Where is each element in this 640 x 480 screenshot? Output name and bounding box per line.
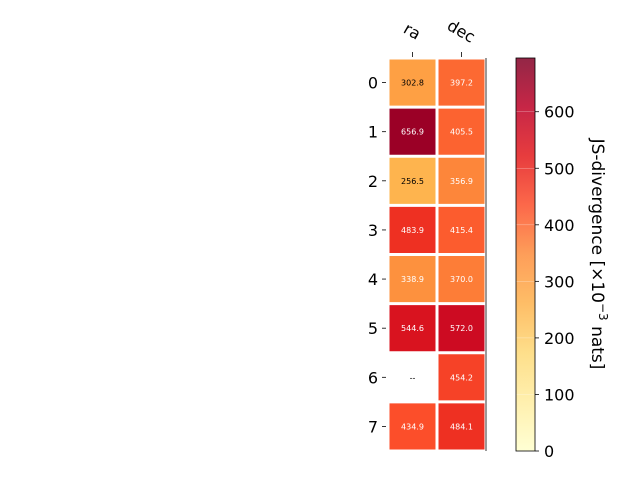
row-label: 4 xyxy=(368,270,378,289)
colorbar-tick-label: 400 xyxy=(544,216,575,235)
heatmap-cell xyxy=(438,305,485,352)
heatmap-cell xyxy=(438,206,485,253)
colorbar-tick-label: 300 xyxy=(544,272,575,291)
cell-value-label: 405.5 xyxy=(450,128,473,137)
row-label: 7 xyxy=(368,417,378,436)
row-label: 3 xyxy=(368,221,378,240)
colorbar-tick-label: 0 xyxy=(544,442,554,461)
cell-value-label: 397.2 xyxy=(450,79,473,88)
cell-value-label: 572.0 xyxy=(450,324,473,333)
heatmap-grid: 302.8 397.2 656.9 405.5 256.5 356.9 483.9 415.4… xyxy=(389,59,485,450)
cell-value-label: 302.8 xyxy=(401,79,424,88)
cell-value-label: 544.6 xyxy=(401,324,424,333)
heatmap-cell xyxy=(438,403,485,450)
heatmap-cell xyxy=(389,256,436,303)
cell-value-label: 356.9 xyxy=(450,177,473,186)
cell-value-label: 484.1 xyxy=(450,422,473,431)
colorbar-gradient xyxy=(516,58,535,451)
cell-value-label: 454.2 xyxy=(450,373,473,382)
heatmap-cell xyxy=(389,59,436,106)
colorbar-tick-label: 200 xyxy=(544,329,575,348)
colorbar-label-prefix: JS-divergence [×10 xyxy=(587,138,607,303)
colorbar-label: JS-divergence [×10−3 nats] xyxy=(587,138,610,370)
heatmap-cell xyxy=(438,256,485,303)
cell-value-label: 370.0 xyxy=(450,275,473,284)
colorbar-label-suffix: nats] xyxy=(587,321,607,370)
row-label: 6 xyxy=(368,368,378,387)
heatmap-cell xyxy=(438,59,485,106)
heatmap-cell xyxy=(389,108,436,155)
cell-value-label: -- xyxy=(410,373,416,382)
heatmap-cell xyxy=(389,403,436,450)
colorbar-tick-label: 100 xyxy=(544,385,575,404)
cell-value-label: 434.9 xyxy=(401,422,424,431)
cell-value-label: 256.5 xyxy=(401,177,424,186)
column-label: ra xyxy=(400,19,424,44)
column-tick-labels: ra dec xyxy=(400,16,478,57)
row-tick-labels: 0 1 2 3 4 5 6 7 xyxy=(368,74,386,436)
colorbar-ticks: 0 100 200 300 400 500 600 xyxy=(516,103,575,461)
row-label: 2 xyxy=(368,172,378,191)
heatmap-cell xyxy=(438,108,485,155)
cell-value-label: 483.9 xyxy=(401,226,424,235)
cell-value-label: 415.4 xyxy=(450,226,473,235)
colorbar-label-exponent: −3 xyxy=(596,303,610,321)
heatmap-cell xyxy=(438,157,485,204)
colorbar-tick-label: 600 xyxy=(544,103,575,122)
colorbar: 0 100 200 300 400 500 600 xyxy=(515,57,575,461)
cell-value-label: 656.9 xyxy=(401,128,424,137)
heatmap-cell xyxy=(438,354,485,401)
colorbar-tick-label: 500 xyxy=(544,159,575,178)
heatmap-cell xyxy=(389,157,436,204)
heatmap-cell xyxy=(389,305,436,352)
row-label: 1 xyxy=(368,123,378,142)
row-label: 5 xyxy=(368,319,378,338)
row-label: 0 xyxy=(368,74,378,93)
heatmap-cell xyxy=(389,206,436,253)
cell-value-label: 338.9 xyxy=(401,275,424,284)
column-label: dec xyxy=(444,16,478,47)
colorbar-outline xyxy=(515,57,536,452)
